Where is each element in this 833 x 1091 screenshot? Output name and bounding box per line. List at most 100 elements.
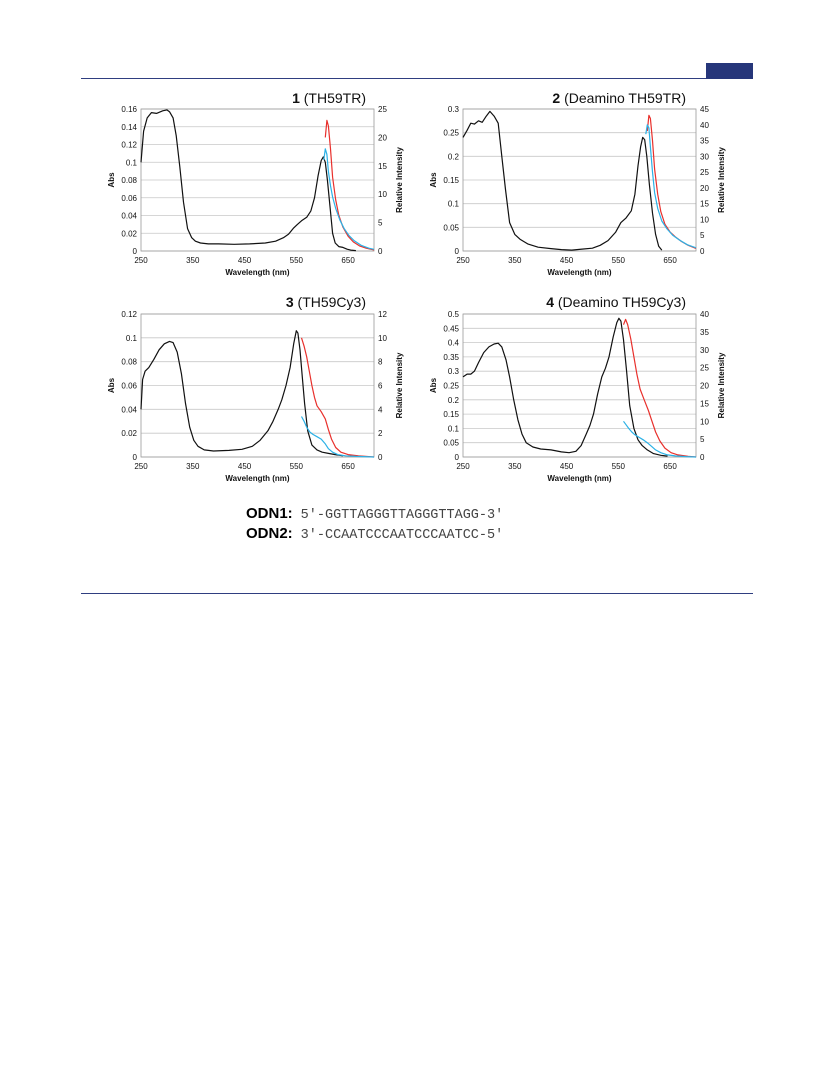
x-tick-label: 650 (341, 462, 355, 471)
y-left-tick-label: 0.05 (443, 439, 459, 448)
y-left-tick-label: 0.1 (126, 158, 138, 167)
y-left-tick-label: 0.15 (443, 410, 459, 419)
series-line (645, 124, 697, 249)
y-right-tick-label: 10 (378, 334, 387, 343)
y-right-tick-label: 0 (700, 247, 705, 256)
chart-title: 3 (TH59Cy3) (286, 294, 366, 310)
sequence-block: ODN1: 5′-GGTTAGGGTTAGGGTTAGG-3′ ODN2: 3′… (246, 505, 503, 545)
x-tick-label: 450 (238, 462, 252, 471)
chart-panel: 0 0.05 0.1 0.15 0.2 0.25 0.3 0 5 10 15 20 25 30 35 40 45… (429, 90, 726, 277)
y-left-tick-label: 0.06 (121, 382, 137, 391)
y-right-tick-label: 5 (378, 219, 383, 228)
y-left-tick-label: 0.3 (448, 105, 460, 114)
sequence-text: 5′-GGTTAGGGTTAGGGTTAGG-3′ (300, 508, 504, 523)
x-tick-label: 350 (508, 462, 522, 471)
y-left-tick-label: 0.14 (121, 123, 137, 132)
y-left-tick-label: 0.12 (121, 310, 137, 319)
series-line (623, 420, 697, 458)
y-left-tick-label: 0.06 (121, 194, 137, 203)
y-left-tick-label: 0.16 (121, 105, 137, 114)
chart-number: 2 (552, 90, 560, 106)
y-right-tick-label: 5 (700, 231, 705, 240)
series-line (140, 109, 356, 252)
y-left-tick-label: 0.04 (121, 405, 137, 414)
y-left-tick-label: 0.02 (121, 429, 137, 438)
chart-panel: 0 0.05 0.1 0.15 0.2 0.25 0.3 0.35 0.4 0.45 0.5 0 5 10… (429, 294, 726, 483)
y-left-tick-label: 0 (455, 247, 460, 256)
chart-panel: 0 0.02 0.04 0.06 0.08 0.1 0.12 0.14 0.16 0 5 10 15 20… (107, 90, 404, 277)
plot-frame (140, 313, 375, 458)
series-line (323, 148, 375, 250)
series-line (462, 110, 663, 251)
y-right-tick-label: 15 (700, 200, 709, 209)
x-tick-label: 350 (186, 256, 200, 265)
sequence-label: ODN1: (246, 505, 293, 522)
chart-title-text: (Deamino TH59TR) (560, 90, 686, 106)
x-axis-title: Wavelength (nm) (225, 474, 289, 483)
y-left-tick-label: 0.45 (443, 324, 459, 333)
chart-title-text: (Deamino TH59Cy3) (554, 294, 686, 310)
series-line (622, 318, 697, 458)
sequence-text: 3′-CCAATCCCAATCCCAATCC-5′ (300, 528, 504, 543)
x-tick-label: 550 (290, 462, 304, 471)
y-right-tick-label: 30 (700, 346, 709, 355)
y-left-tick-label: 0.35 (443, 353, 459, 362)
y-right-tick-label: 15 (700, 399, 709, 408)
plot-frame (140, 108, 375, 252)
y-left-tick-label: 0.08 (121, 176, 137, 185)
chart-number: 1 (292, 90, 300, 106)
chart-title: 1 (TH59TR) (292, 90, 366, 106)
y-left-tick-label: 0.25 (443, 129, 459, 138)
x-tick-label: 650 (341, 256, 355, 265)
y-left-tick-label: 0.1 (126, 334, 138, 343)
chart-panel: 0 0.02 0.04 0.06 0.08 0.1 0.12 0 2 4 6 8 10 12 250 350 4… (107, 294, 404, 483)
y-right-tick-label: 20 (700, 184, 709, 193)
figure: 00.020.040.060.080.10.120.140.1605101520… (107, 90, 726, 483)
y-right-tick-label: 5 (700, 435, 705, 444)
x-tick-label: 550 (612, 462, 626, 471)
plot-frame (462, 108, 697, 252)
series-line (324, 119, 375, 251)
y-right-tick-label: 35 (700, 137, 709, 146)
y-right-tick-label: 40 (700, 310, 709, 319)
y-right-axis-title: Relative Intensity (395, 352, 404, 418)
y-right-tick-label: 12 (378, 310, 387, 319)
y-left-tick-label: 0.04 (121, 212, 137, 221)
x-tick-label: 450 (238, 256, 252, 265)
page-tab (706, 63, 753, 79)
y-right-tick-label: 25 (378, 105, 387, 114)
y-left-tick-label: 0.25 (443, 382, 459, 391)
y-right-tick-label: 40 (700, 121, 709, 130)
y-left-tick-label: 0 (455, 453, 460, 462)
y-right-tick-label: 20 (700, 382, 709, 391)
y-right-tick-label: 15 (378, 162, 387, 171)
sequence-line-odn2: ODN2: 3′-CCAATCCCAATCCCAATCC-5′ (246, 525, 503, 545)
y-right-tick-label: 4 (378, 405, 383, 414)
y-right-tick-label: 25 (700, 168, 709, 177)
x-tick-label: 450 (560, 462, 574, 471)
y-left-tick-label: 0.2 (448, 396, 460, 405)
x-tick-label: 250 (456, 256, 470, 265)
y-left-tick-label: 0.08 (121, 358, 137, 367)
y-left-tick-label: 0.15 (443, 176, 459, 185)
x-tick-label: 450 (560, 256, 574, 265)
y-left-axis-title: Abs (107, 377, 116, 393)
y-left-tick-label: 0.12 (121, 141, 137, 150)
y-left-tick-label: 0 (133, 247, 138, 256)
y-left-tick-label: 0.5 (448, 310, 460, 319)
y-right-tick-label: 20 (378, 133, 387, 142)
series-line (300, 416, 375, 458)
y-right-tick-label: 0 (378, 247, 383, 256)
x-axis-title: Wavelength (nm) (547, 268, 611, 277)
y-right-tick-label: 0 (378, 453, 383, 462)
y-left-axis-title: Abs (107, 172, 116, 188)
y-right-tick-label: 30 (700, 152, 709, 161)
plot-frame (462, 313, 697, 458)
y-right-axis-title: Relative Intensity (717, 352, 726, 418)
y-right-tick-label: 8 (378, 358, 383, 367)
chart-title: 2 (Deamino TH59TR) (552, 90, 686, 106)
y-left-tick-label: 0.05 (443, 223, 459, 232)
x-tick-label: 550 (612, 256, 626, 265)
chart-number: 4 (546, 294, 554, 310)
y-right-axis-title: Relative Intensity (395, 147, 404, 213)
